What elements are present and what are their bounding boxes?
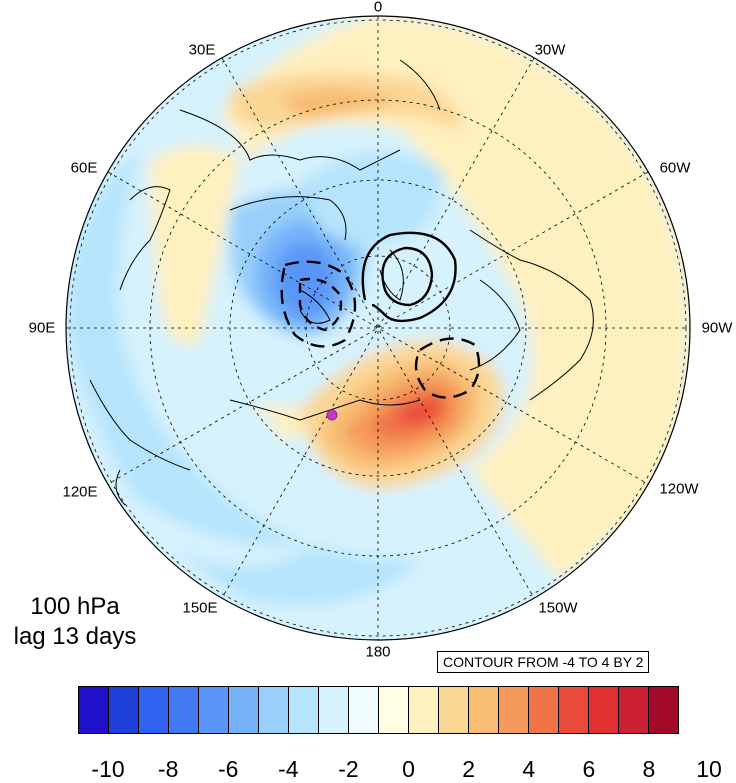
colorbar-box <box>349 687 379 733</box>
colorbar-box <box>379 687 409 733</box>
colorbar-box <box>109 687 139 733</box>
lon-label-120w: 120W <box>659 480 699 498</box>
colorbar-box <box>289 687 319 733</box>
colorbar-box <box>139 687 169 733</box>
lon-label-90w: 90W <box>701 319 733 337</box>
contour-positive-2 <box>361 231 457 323</box>
lon-label-30w: 30W <box>534 41 566 59</box>
colorbar-box <box>229 687 259 733</box>
colorbar-box <box>199 687 229 733</box>
colorbar-tick-label: 4 <box>522 756 536 782</box>
colorbar-tick-label: -10 <box>91 756 125 782</box>
colorbar-tick-label: -2 <box>338 756 359 782</box>
colorbar-tick-label: 10 <box>696 756 722 782</box>
colorbar-tick-label: 2 <box>462 756 476 782</box>
contour-negative-2 <box>280 260 357 348</box>
lon-label-120e: 120E <box>62 483 98 501</box>
colorbar-box <box>169 687 199 733</box>
colorbar-tick-label: -8 <box>157 756 179 782</box>
colorbar-box <box>529 687 559 733</box>
colorbar-box <box>559 687 589 733</box>
lon-label-150w: 150W <box>538 599 578 617</box>
lon-label-60w: 60W <box>659 159 691 177</box>
colorbar-tick-label: 8 <box>642 756 656 782</box>
level-caption: 100 hPa <box>30 593 120 620</box>
graticule <box>66 16 690 640</box>
colorbar-tick-label: -4 <box>278 756 299 782</box>
coastlines <box>89 59 594 506</box>
colorbar-box <box>259 687 289 733</box>
lag-caption: lag 13 days <box>13 623 137 650</box>
colorbar-box <box>409 687 439 733</box>
colorbar-box <box>619 687 649 733</box>
lon-label-0: 0 <box>373 0 383 16</box>
colorbar-box <box>649 687 678 733</box>
lon-label-150e: 150E <box>182 599 218 617</box>
contours <box>280 231 481 399</box>
station-marker <box>326 409 338 421</box>
contour-negative-2b <box>414 337 481 399</box>
colorbar-box <box>79 687 109 733</box>
contour-negative-4 <box>298 277 343 332</box>
anomaly-shading <box>66 16 690 640</box>
colorbar-box <box>499 687 529 733</box>
colorbar-box <box>469 687 499 733</box>
lon-label-180: 180 <box>365 643 391 661</box>
contour-positive-4 <box>381 246 434 307</box>
lon-label-60e: 60E <box>70 159 98 177</box>
colorbar-box <box>439 687 469 733</box>
colorbar-box <box>589 687 619 733</box>
colorbar-box <box>319 687 349 733</box>
lon-label-30e: 30E <box>188 41 216 59</box>
lon-label-90e: 90E <box>28 319 56 337</box>
contour-info-box: CONTOUR FROM -4 TO 4 BY 2 <box>437 651 650 673</box>
colorbar-tick-label: 0 <box>402 756 415 782</box>
colorbar-tick-label: 6 <box>582 756 596 782</box>
colorbar <box>78 686 679 734</box>
colorbar-tick-label: -6 <box>218 756 239 782</box>
